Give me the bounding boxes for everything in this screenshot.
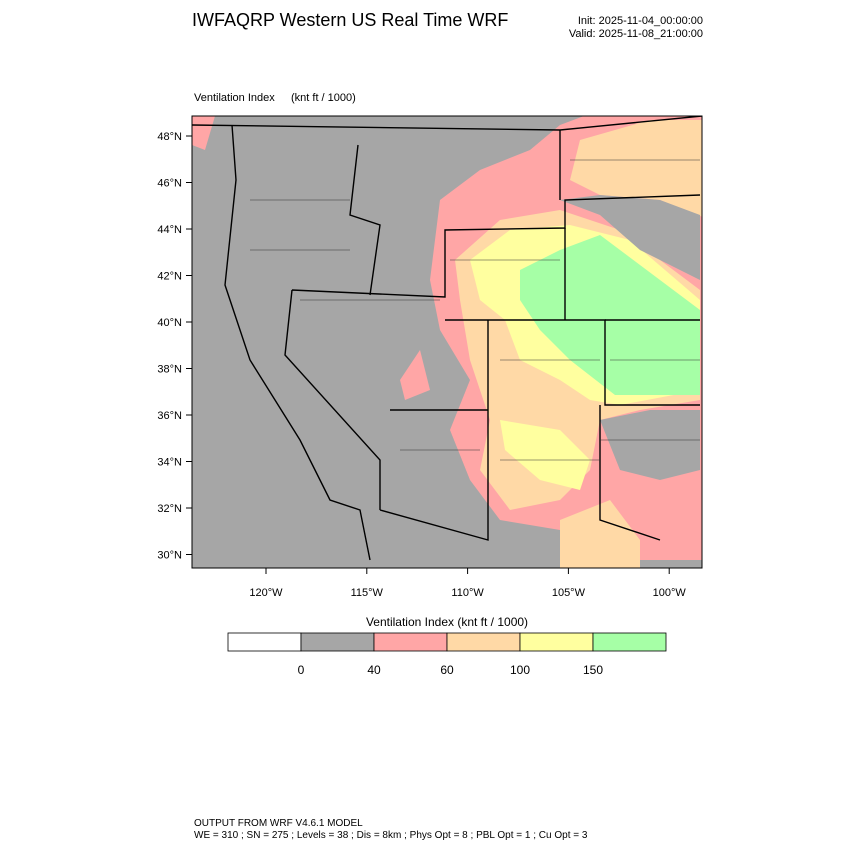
colorbar-swatch [519, 632, 594, 652]
colorbar-swatch [592, 632, 667, 652]
lat-label: 40°N [157, 317, 182, 329]
colorbar-swatch [373, 632, 448, 652]
lon-label: 100°W [653, 587, 687, 599]
colorbar-label: 0 [298, 663, 305, 677]
colorbar: 0 40 60 100 150 [227, 632, 667, 677]
colorbar-swatch [300, 632, 375, 652]
axis-labels: 48°N 46°N 44°N 42°N 40°N 38°N 36°N 34°N 32°N 30°N… [157, 131, 686, 599]
valid-time: Valid: 2025-11-08_21:00:00 [569, 28, 703, 40]
colorbar-swatch [227, 632, 302, 652]
footer-line: WE = 310 ; SN = 275 ; Levels = 38 ; Dis … [194, 830, 588, 841]
lat-label: 42°N [157, 271, 182, 283]
lon-label: 115°W [351, 587, 384, 599]
colorbar-label: 150 [583, 663, 603, 677]
lat-label: 48°N [157, 131, 182, 143]
lon-label: 120°W [249, 587, 283, 599]
colorbar-label: 100 [510, 663, 530, 677]
colorbar-swatch [446, 632, 521, 652]
lon-label: 110°W [451, 587, 484, 599]
lat-label: 32°N [157, 503, 182, 515]
field-name: Ventilation Index [194, 92, 275, 104]
lat-label: 30°N [157, 550, 182, 562]
colorbar-label: 60 [440, 663, 454, 677]
colorbar-label: 40 [367, 663, 381, 677]
footer-line: OUTPUT FROM WRF V4.6.1 MODEL [194, 818, 363, 829]
map-frame [191, 115, 703, 569]
colorbar-title: Ventilation Index (knt ft / 1000) [366, 615, 528, 629]
lat-label: 34°N [157, 457, 182, 469]
lat-label: 46°N [157, 178, 182, 190]
title: IWFAQRP Western US Real Time WRF [192, 10, 508, 30]
lat-label: 44°N [157, 224, 182, 236]
lat-label: 36°N [157, 410, 182, 422]
lon-label: 105°W [552, 587, 586, 599]
lat-label: 38°N [157, 364, 182, 376]
map [192, 116, 702, 568]
field-units: (knt ft / 1000) [291, 92, 356, 104]
init-time: Init: 2025-11-04_00:00:00 [578, 15, 703, 27]
